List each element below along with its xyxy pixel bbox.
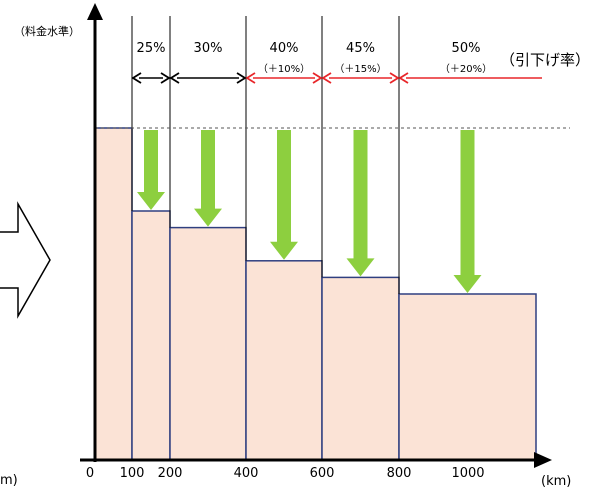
reduction-arrow-0 bbox=[137, 130, 165, 210]
x-axis-arrowhead bbox=[534, 452, 552, 468]
x-tick-label-1: 100 bbox=[120, 466, 145, 481]
x-tick-label-3: 400 bbox=[234, 466, 259, 481]
x-axis-label: (km) bbox=[541, 474, 571, 489]
x-tick-label-0: 0 bbox=[86, 466, 94, 481]
bar-1 bbox=[131, 210, 171, 461]
bar-5 bbox=[398, 293, 537, 461]
bar-3 bbox=[245, 260, 323, 461]
reduction-arrow-1 bbox=[194, 130, 222, 227]
rate-label-3: 45% bbox=[346, 41, 375, 56]
bar-4 bbox=[321, 276, 400, 461]
rate-label-2: 40% bbox=[270, 41, 299, 56]
rate-label-0: 25% bbox=[137, 41, 166, 56]
bar-0 bbox=[94, 127, 133, 461]
span-arrowhead-right-0 bbox=[160, 72, 171, 84]
rate-legend-label: （引下げ率） bbox=[500, 51, 590, 69]
span-arrowhead-left-0 bbox=[131, 72, 142, 84]
span-arrowhead-right-2 bbox=[312, 72, 323, 84]
y-axis-label: （料金水準） bbox=[14, 24, 80, 38]
span-arrowhead-right-3 bbox=[389, 72, 400, 84]
span-arrowhead-left-3 bbox=[321, 72, 332, 84]
reduction-arrow-3 bbox=[346, 130, 375, 277]
y-axis-arrowhead bbox=[87, 3, 103, 20]
span-arrowhead-left-2 bbox=[245, 72, 256, 84]
span-arrowhead-left-1 bbox=[169, 72, 180, 84]
x-tick-label-6: 1000 bbox=[451, 466, 484, 481]
x-tick-label-4: 600 bbox=[310, 466, 335, 481]
rate-extra-label-4: （＋20%） bbox=[440, 63, 492, 75]
span-arrowhead-left-4 bbox=[398, 72, 409, 84]
reduction-arrow-4 bbox=[453, 130, 482, 293]
span-arrowhead-right-1 bbox=[236, 72, 247, 84]
transition-arrow-icon bbox=[0, 201, 51, 319]
reduction-arrow-2 bbox=[270, 130, 298, 260]
rate-extra-label-3: （＋15%） bbox=[334, 63, 386, 75]
bar-2 bbox=[169, 226, 247, 461]
rate-extra-label-2: （＋10%） bbox=[258, 63, 310, 75]
x-tick-label-2: 200 bbox=[158, 466, 183, 481]
x-axis-label-fragment: m) bbox=[0, 473, 18, 488]
rate-label-4: 50% bbox=[452, 41, 481, 56]
x-tick-label-5: 800 bbox=[387, 466, 412, 481]
rate-label-1: 30% bbox=[194, 41, 223, 56]
